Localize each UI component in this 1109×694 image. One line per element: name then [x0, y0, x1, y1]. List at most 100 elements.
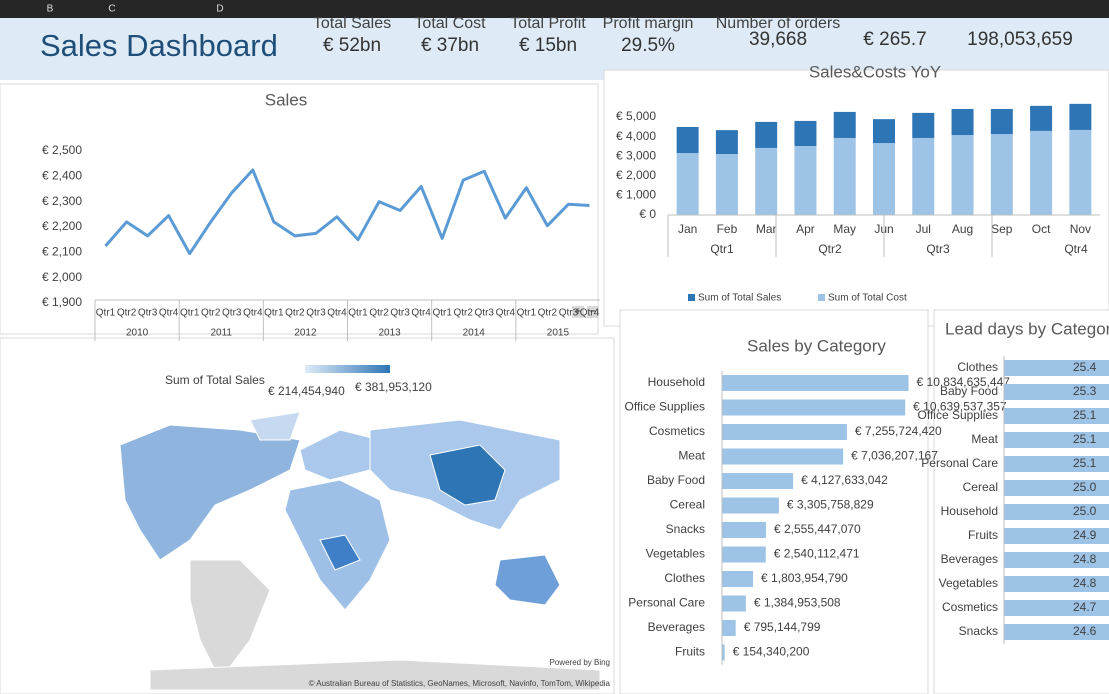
value-label: € 7,036,207,167 — [851, 449, 938, 463]
chart-title: Sales — [265, 90, 308, 109]
x-tick-label: Qtr4 — [411, 308, 431, 319]
bar-segment — [912, 137, 935, 215]
australia — [494, 554, 561, 606]
category-label: Beverages — [648, 620, 705, 634]
bar — [722, 595, 746, 612]
dashboard-title: Sales Dashboard — [40, 28, 278, 63]
category-label: Cosmetics — [942, 600, 998, 614]
bar — [722, 424, 847, 440]
bar — [722, 473, 794, 489]
bar — [1004, 576, 1109, 592]
panel — [0, 83, 599, 335]
value-label: 25.4 — [1073, 360, 1097, 374]
legend-swatch — [688, 294, 695, 301]
x-tick-label: Feb — [717, 222, 738, 236]
bar-segment — [676, 126, 699, 154]
x-tick-label: Sep — [991, 222, 1013, 236]
bar — [1004, 552, 1109, 568]
kpi-value: € 15bn — [519, 35, 577, 56]
y-tick-label: € 1,900 — [42, 295, 82, 309]
kpi-label: Number of orders — [716, 15, 841, 32]
bar — [722, 448, 844, 465]
category-label: Clothes — [957, 360, 998, 374]
x-tick-label: Apr — [796, 222, 815, 236]
x-tick-label: Qtr2 — [369, 308, 389, 319]
category-label: Baby Food — [647, 473, 705, 487]
bar — [722, 375, 909, 391]
map-legend-max: € 381,953,120 — [355, 380, 432, 394]
category-label: Cosmetics — [649, 424, 705, 438]
map-attribution: © Australian Bureau of Statistics, GeoNa… — [309, 679, 611, 688]
category-label: Fruits — [675, 645, 705, 659]
y-tick-label: € 3,000 — [616, 148, 656, 162]
legend-label: Sum of Total Cost — [828, 293, 907, 304]
value-label: 25.1 — [1073, 456, 1097, 470]
north-america — [119, 424, 301, 561]
group-label: 2013 — [378, 328, 401, 339]
kpi-value: € 37bn — [421, 35, 479, 56]
x-tick-label: Qtr3 — [390, 308, 410, 319]
y-tick-label: € 2,000 — [42, 270, 82, 284]
bar-segment — [676, 153, 699, 215]
kpi-value: 198,053,659 — [967, 29, 1073, 50]
bar — [1004, 456, 1109, 472]
x-tick-label: Qtr1 — [432, 308, 452, 319]
x-tick-label: May — [833, 222, 856, 236]
value-label: € 4,127,633,042 — [801, 473, 888, 487]
bar — [1004, 384, 1109, 400]
x-tick-label: Qtr2 — [117, 308, 137, 319]
bar-segment — [755, 121, 778, 148]
value-label: € 1,803,954,790 — [761, 571, 848, 585]
value-label: € 154,340,200 — [733, 645, 810, 659]
greenland — [249, 411, 301, 441]
group-label: 2015 — [547, 328, 570, 339]
value-label: € 795,144,799 — [744, 620, 821, 634]
x-tick-label: Qtr2 — [538, 308, 558, 319]
collapse-icon[interactable]: − — [589, 304, 596, 318]
bar — [1004, 408, 1109, 424]
column-header-bar — [0, 0, 1109, 18]
legend-gradient — [305, 365, 390, 373]
category-label: Snacks — [959, 624, 998, 638]
value-label: 24.8 — [1073, 552, 1097, 566]
y-tick-label: € 2,300 — [42, 194, 82, 208]
map-legend-min: € 214,454,940 — [268, 384, 345, 398]
bar-segment — [833, 111, 856, 138]
y-tick-label: € 4,000 — [616, 129, 656, 143]
group-label: Qtr3 — [926, 242, 950, 256]
value-label: 25.3 — [1073, 384, 1097, 398]
bar — [1004, 432, 1109, 448]
category-label: Household — [648, 375, 705, 389]
expand-icon[interactable]: + — [574, 304, 581, 318]
x-tick-label: Qtr2 — [454, 308, 474, 319]
x-tick-label: Qtr2 — [285, 308, 305, 319]
bar — [1004, 360, 1109, 376]
value-label: € 7,255,724,420 — [855, 424, 942, 438]
y-tick-label: € 1,000 — [616, 188, 656, 202]
value-label: 24.7 — [1073, 600, 1097, 614]
y-tick-label: € 2,400 — [42, 169, 82, 183]
column-header: C — [108, 4, 115, 15]
bar-segment — [755, 147, 778, 215]
x-tick-label: Qtr3 — [138, 308, 158, 319]
x-tick-label: Qtr4 — [327, 308, 347, 319]
x-tick-label: Qtr1 — [517, 308, 537, 319]
kpi-label: Total Sales — [313, 15, 391, 32]
kpi-value: 29.5% — [621, 35, 675, 56]
category-label: Clothes — [664, 571, 705, 585]
bar-segment — [794, 120, 817, 147]
value-label: 24.6 — [1073, 624, 1097, 638]
bar-segment — [873, 119, 895, 144]
bar — [1004, 480, 1109, 496]
bar-segment — [1030, 130, 1053, 215]
x-tick-label: Jan — [678, 222, 697, 236]
bar — [722, 497, 779, 514]
y-tick-label: € 5,000 — [616, 109, 656, 123]
x-tick-label: Qtr3 — [222, 308, 242, 319]
category-label: Fruits — [968, 528, 998, 542]
expand-button[interactable] — [572, 306, 584, 318]
value-label: € 1,384,953,508 — [754, 596, 841, 610]
value-label: 24.8 — [1073, 576, 1097, 590]
collapse-button[interactable] — [587, 306, 599, 318]
